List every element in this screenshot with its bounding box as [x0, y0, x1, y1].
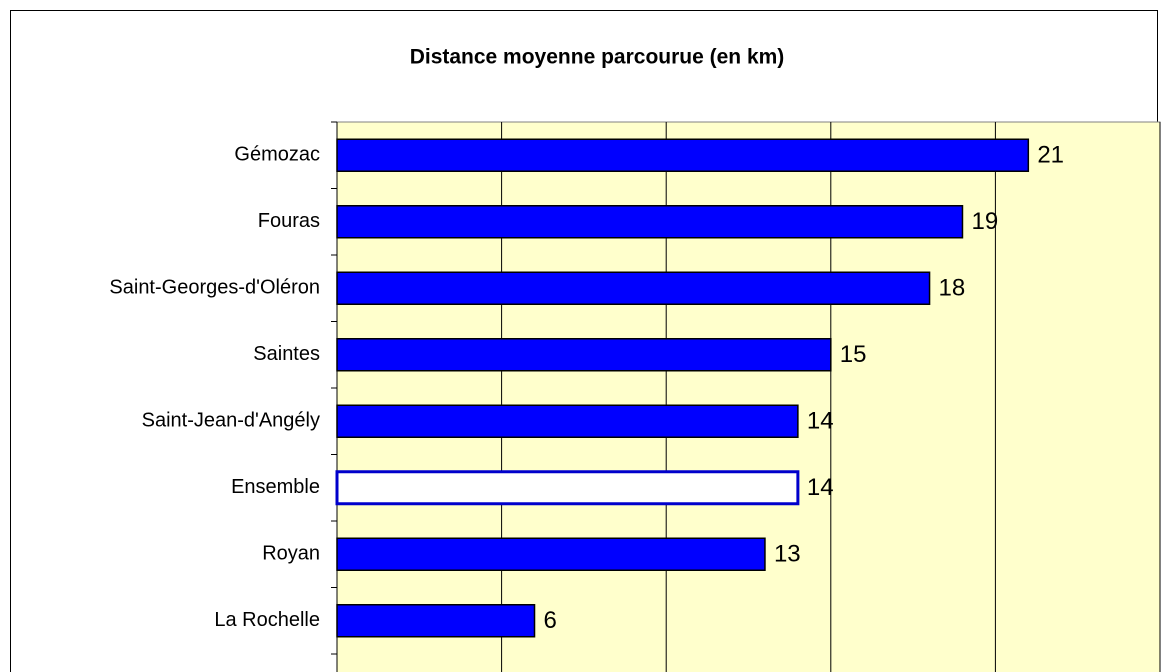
data-label: 15 [840, 341, 867, 368]
chart-title: Distance moyenne parcourue (en km) [410, 46, 785, 69]
data-label: 19 [971, 208, 998, 235]
data-label: 6 [544, 607, 557, 634]
bar [335, 470, 800, 506]
bar [336, 338, 832, 372]
y-tick-label: Saint-Georges-d'Oléron [109, 277, 320, 299]
y-tick-label: Ensemble [231, 476, 320, 498]
bar [336, 537, 766, 571]
data-label: 21 [1037, 142, 1064, 169]
y-tick-label: Royan [262, 543, 320, 565]
data-label: 14 [807, 408, 834, 435]
bar [336, 138, 1030, 172]
bar [336, 271, 931, 305]
bar [336, 404, 799, 438]
y-tick-label: La Rochelle [214, 609, 320, 631]
plot-area [336, 121, 1161, 672]
y-tick-label: Saintes [253, 343, 320, 365]
data-label: 18 [939, 275, 966, 302]
data-label: 13 [774, 541, 801, 568]
y-tick-label: Fouras [258, 210, 320, 232]
data-label: 14 [807, 474, 834, 501]
y-tick-label: Gémozac [234, 144, 320, 166]
y-tick-label: Saint-Jean-d'Angély [142, 410, 320, 432]
bar [336, 604, 536, 638]
bar [336, 205, 964, 239]
